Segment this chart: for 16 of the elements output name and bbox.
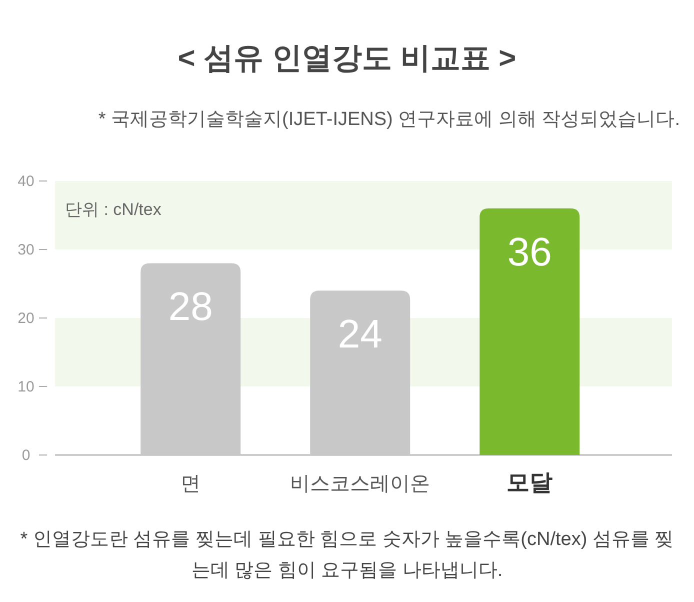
y-tick-label: 10 [18, 378, 34, 396]
bar [140, 263, 241, 455]
x-tick-label: 모달 [506, 469, 553, 495]
x-tick-label: 비스코스레이온 [290, 473, 430, 495]
y-tick-label: 0 [22, 447, 30, 464]
chart-title: < 섬유 인열강도 비교표 > [176, 41, 518, 77]
annotation: 단위 : cN/tex [65, 200, 162, 219]
data-label: 36 [507, 230, 552, 274]
chart-subtitle: * 국제공학기술학술지(IJET-IJENS) 연구자료에 의해 작성되었습니다. [97, 108, 680, 132]
bar [310, 290, 410, 455]
y-tick-label: 30 [18, 242, 34, 258]
y-tick-label: 40 [18, 173, 34, 190]
text: * 인열강도란 섬유를 찢는데 필요한 힘으로 숫자가 높을수록(cN/tex) 섬유를 찢는데 많은 힘이 요구됨을 나타냅니다. [20, 528, 674, 583]
x-tick-label: 면 [180, 473, 201, 495]
y-tick-label: 20 [18, 310, 34, 327]
bar [480, 208, 580, 455]
